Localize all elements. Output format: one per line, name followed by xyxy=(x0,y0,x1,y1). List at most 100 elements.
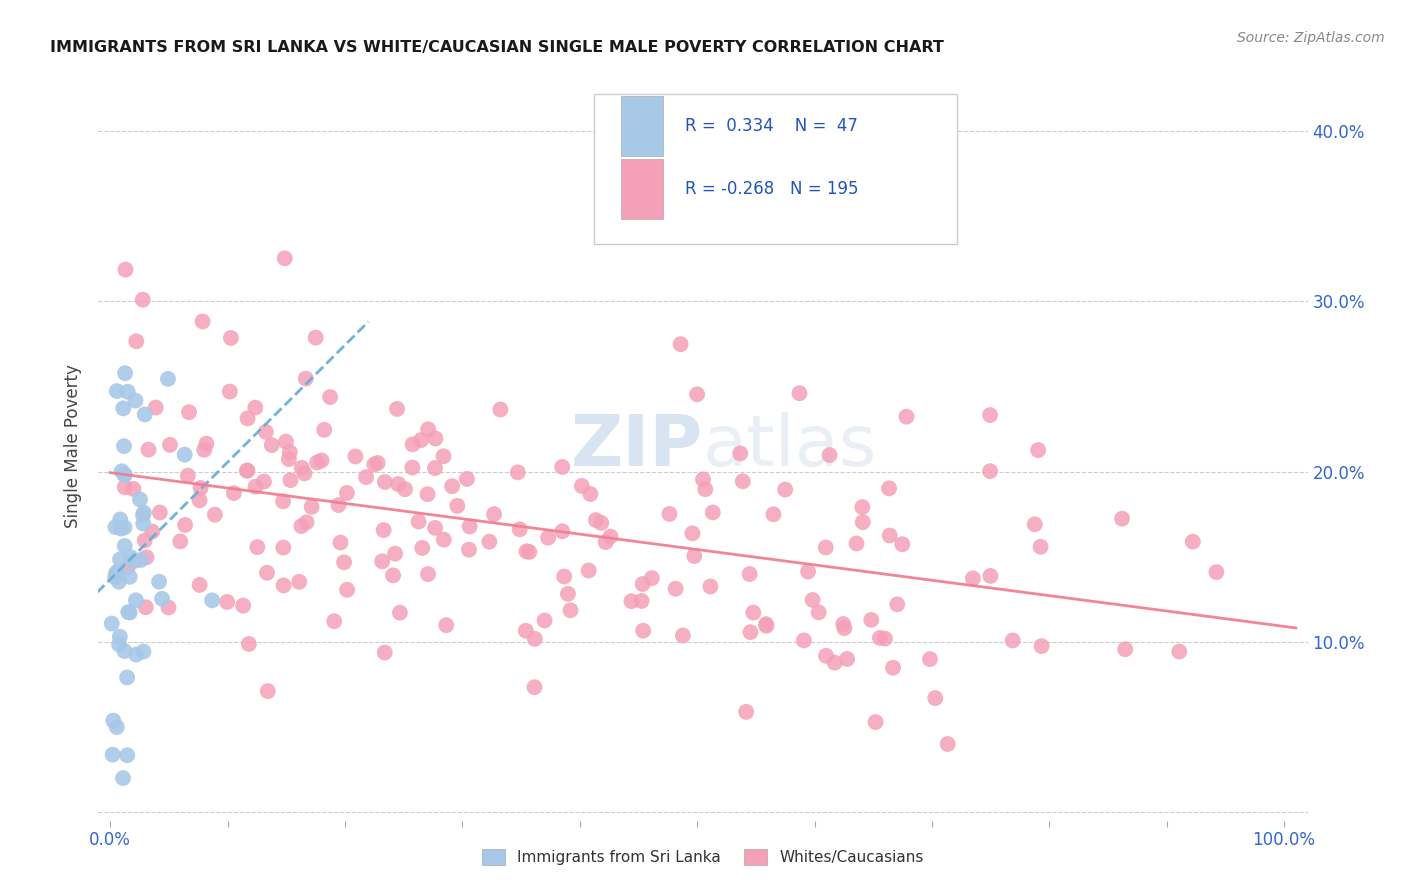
FancyBboxPatch shape xyxy=(621,160,664,219)
Point xyxy=(150,591,173,606)
Point xyxy=(416,422,439,436)
Point xyxy=(686,387,709,401)
Point xyxy=(124,554,146,568)
Point xyxy=(253,475,276,489)
Point xyxy=(108,552,131,566)
Point xyxy=(236,411,259,425)
Point xyxy=(110,512,132,526)
Point xyxy=(579,487,602,501)
Point xyxy=(557,587,579,601)
Point xyxy=(373,523,395,537)
Point xyxy=(169,534,191,549)
Point xyxy=(219,331,242,345)
Point xyxy=(735,705,758,719)
Point xyxy=(506,466,529,480)
FancyBboxPatch shape xyxy=(595,94,957,244)
Point xyxy=(232,599,254,613)
Point xyxy=(117,560,139,574)
Point xyxy=(218,384,240,399)
Point xyxy=(669,337,692,351)
Point xyxy=(256,684,278,698)
Point xyxy=(290,519,312,533)
Point xyxy=(120,550,142,565)
Point xyxy=(877,482,900,496)
Text: ZIP: ZIP xyxy=(571,411,703,481)
Point xyxy=(533,614,555,628)
Point xyxy=(291,460,314,475)
Point xyxy=(294,467,316,481)
Point xyxy=(432,450,454,464)
Point xyxy=(446,499,468,513)
Point xyxy=(882,661,904,675)
Point xyxy=(631,624,654,638)
Point xyxy=(891,537,914,551)
Point xyxy=(132,516,155,531)
Point xyxy=(1026,443,1049,458)
Point xyxy=(793,633,815,648)
Point xyxy=(278,445,301,459)
Point xyxy=(138,442,160,457)
Point xyxy=(411,541,433,555)
Point xyxy=(336,582,359,597)
Point xyxy=(641,571,664,585)
Text: atlas: atlas xyxy=(703,411,877,481)
Point xyxy=(149,506,172,520)
Point xyxy=(489,402,512,417)
Point xyxy=(423,461,446,475)
Point xyxy=(104,570,127,584)
Point xyxy=(108,574,131,589)
Point xyxy=(807,605,830,619)
Point xyxy=(630,594,652,608)
Point xyxy=(387,477,409,491)
Point xyxy=(665,582,688,596)
Point xyxy=(236,464,259,478)
Point xyxy=(394,482,416,496)
Point xyxy=(105,566,128,581)
Point xyxy=(692,472,714,486)
Point xyxy=(188,493,211,508)
Text: Source: ZipAtlas.com: Source: ZipAtlas.com xyxy=(1237,31,1385,45)
Point xyxy=(441,479,464,493)
Point xyxy=(132,508,155,522)
FancyBboxPatch shape xyxy=(621,96,664,156)
Point xyxy=(401,460,423,475)
Point xyxy=(108,630,131,644)
Point xyxy=(114,644,136,658)
Point xyxy=(141,524,163,539)
Point xyxy=(114,366,136,380)
Point xyxy=(852,515,875,529)
Point xyxy=(979,408,1001,422)
Point xyxy=(658,507,681,521)
Point xyxy=(1001,633,1024,648)
Point xyxy=(112,401,135,416)
Point xyxy=(416,567,439,582)
Point xyxy=(367,456,389,470)
Point xyxy=(204,508,226,522)
Point xyxy=(515,544,537,558)
Point xyxy=(245,401,267,415)
Point xyxy=(683,549,706,563)
Point xyxy=(188,578,211,592)
Point xyxy=(371,554,394,568)
Point xyxy=(695,482,717,496)
Point xyxy=(254,425,277,439)
Point xyxy=(433,533,456,547)
Point xyxy=(245,480,267,494)
Point xyxy=(177,468,200,483)
Point xyxy=(818,448,841,462)
Point xyxy=(740,625,762,640)
Point xyxy=(148,574,170,589)
Point xyxy=(132,506,155,520)
Point xyxy=(280,473,302,487)
Point xyxy=(222,486,245,500)
Point xyxy=(159,438,181,452)
Point xyxy=(134,408,156,422)
Point xyxy=(295,515,318,529)
Point xyxy=(425,432,447,446)
Point xyxy=(271,541,294,555)
Point xyxy=(728,446,751,460)
Point xyxy=(329,535,352,549)
Point xyxy=(277,452,299,467)
Point xyxy=(114,262,136,277)
Point xyxy=(551,459,574,474)
